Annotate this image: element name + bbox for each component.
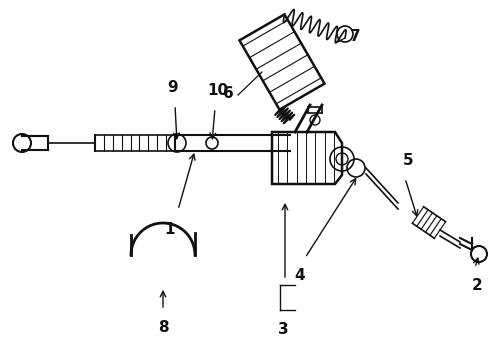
Text: 5: 5 [403, 153, 413, 168]
Text: 2: 2 [471, 278, 482, 293]
Text: 4: 4 [294, 268, 305, 283]
Text: 3: 3 [278, 322, 288, 337]
Text: 7: 7 [350, 28, 361, 44]
Text: 9: 9 [168, 80, 178, 95]
Text: 1: 1 [165, 222, 175, 237]
Text: 10: 10 [207, 83, 228, 98]
Text: 6: 6 [222, 86, 233, 100]
Text: 8: 8 [158, 320, 168, 335]
